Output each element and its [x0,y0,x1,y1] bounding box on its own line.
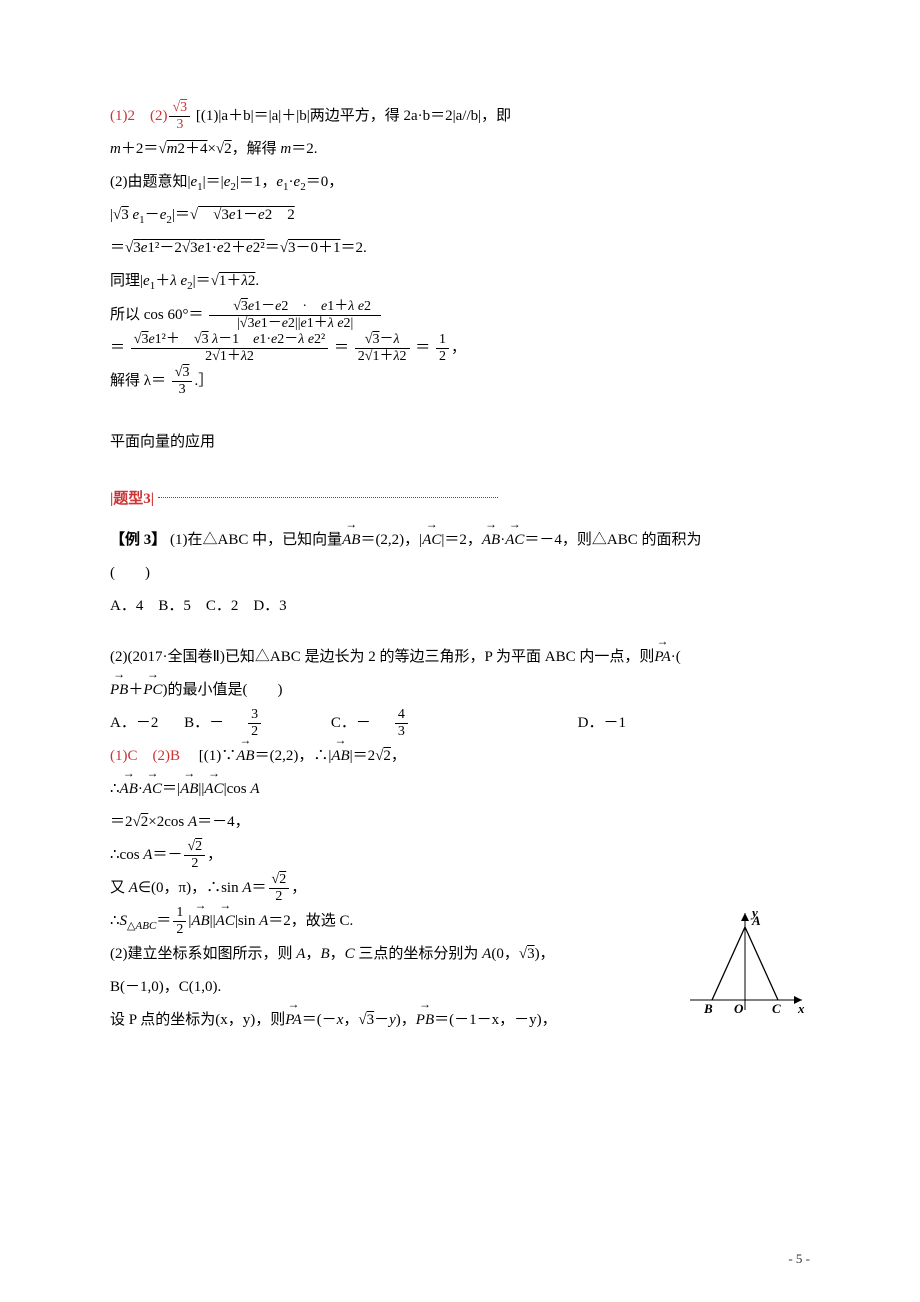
q1-a: (1)在△ABC 中，已知向量 [170,532,342,548]
optA: A．－2 [110,707,158,740]
svg-text:y: y [750,905,758,920]
solution-1: (1)2 (2)√33 [(1)|a＋b|＝|a|＋|b|两边平方，得 2a·b… [110,100,810,398]
answer-1: (1)2 (2)√33 [110,108,196,124]
optD: D．－1 [578,707,626,740]
sol1-l6: 所以 cos 60°＝ √3e1－e2 · e1＋λ e2 |√3e1－e2||… [110,299,810,332]
s2e: |cos A [224,781,260,797]
sol1-l7: ＝ √3e1²＋ √3 λ－1 e1·e2－λ e2² 2√1＋λ2 ＝ √3－… [110,332,810,365]
sol1-l5: 同理|e1＋λ e2|＝√1＋λ2. [110,265,810,298]
s9a: 设 P 点的坐标为(x，y)，则 [110,1012,285,1028]
q2-b: ·( [671,649,681,665]
triangle-diagram: A B O C x y [680,905,810,1025]
s1b: ＝(2,2)，∴| [255,748,332,764]
svg-text:B: B [703,1001,713,1016]
eq-sign: ＝ [110,340,125,356]
s3: ＝2√2×2cos A＝－4， [110,806,810,839]
q1-c: |＝2， [441,532,482,548]
q1-paren: ( ) [110,557,810,590]
s4: ∴cos A＝－√22， [110,839,810,872]
svg-text:x: x [797,1001,805,1016]
example3-label: 【例 3】 [110,532,166,548]
q2-a: (2)(2017·全国卷Ⅱ)已知△ABC 是边长为 2 的等边三角形，P 为平面… [110,649,654,665]
section-topic: 平面向量的应用 [110,426,810,459]
page-number: - 5 - [788,1245,810,1274]
heading-tag: |题型3| [110,483,154,516]
q1-options: A．4 B．5 C．2 D．3 [110,590,810,623]
s9c: ＝(－1－x，－y)， [434,1012,557,1028]
sol1-l4a: |√3 e1－e2|＝√ √3e1－e2 2 [110,199,810,232]
sol1-l3: (2)由题意知|e1|＝|e2|＝1，e1·e2＝0， [110,166,810,199]
sol1-l1: [(1)|a＋b|＝|a|＋|b|两边平方，得 2a·b＝2|a//b|，即 [196,108,511,124]
svg-text:C: C [772,1001,781,1016]
q1-b: ＝(2,2)，| [360,532,422,548]
q2-d: )的最小值是( ) [163,682,283,698]
s2c: ＝| [162,781,180,797]
s1c: |＝2√2， [350,748,406,764]
q2-c: ＋ [128,682,143,698]
heading-row: |题型3| [110,483,810,516]
solve-label: 解得 λ＝ [110,373,166,389]
q1-e: ＝－4，则△ABC 的面积为 [524,532,701,548]
svg-text:O: O [734,1001,744,1016]
sol1-l4b: ＝√3e1²－2√3e1·e2＋e2²＝√3－0＋1＝2. [110,232,810,265]
q2-options: A．－2 B．－32 C．－43 D．－1 [110,707,810,740]
s2a: ∴ [110,781,120,797]
example-3: 【例 3】 (1)在△ABC 中，已知向量AB＝(2,2)，|AC|＝2，AB·… [110,524,810,1037]
optB-prefix: B．－ [184,707,224,740]
ans1-a: (1)2 (2) [110,108,167,124]
sol1-l8: 解得 λ＝ √33.］ [110,365,810,398]
dotted-underline [158,497,498,498]
cos60-label: 所以 cos 60°＝ [110,307,204,323]
